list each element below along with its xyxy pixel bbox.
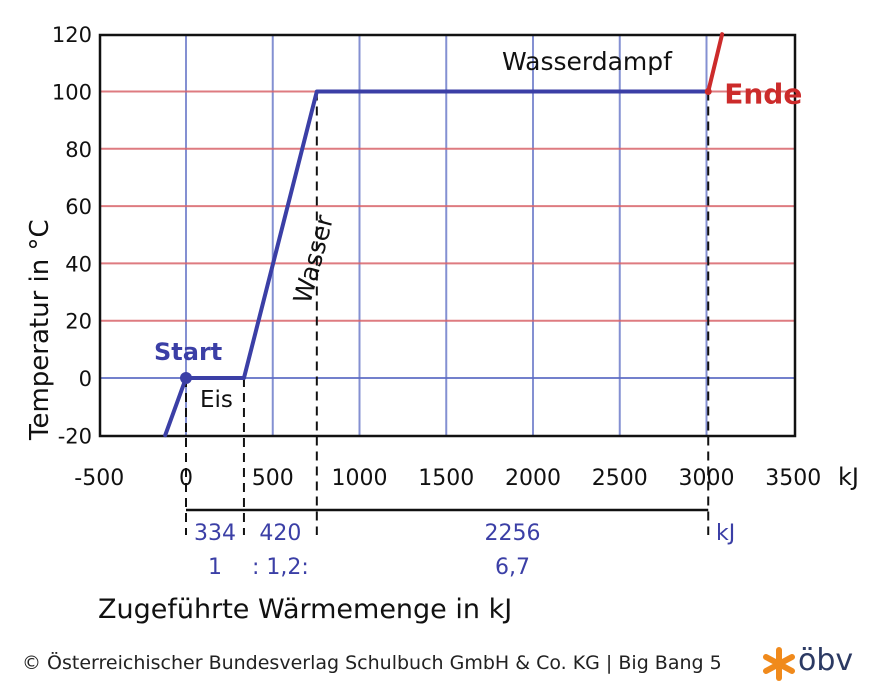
x-axis-unit: kJ <box>838 463 859 491</box>
segment-ratio: 6,7 <box>495 555 530 580</box>
x-tick-label: 3500 <box>765 466 821 491</box>
logo-text: öbv <box>798 643 854 678</box>
y-axis-label: Temperatur in °C <box>25 219 55 441</box>
x-axis-label: Zugeführte Wärmemenge in kJ <box>98 594 512 625</box>
segment-energy: 334 <box>194 521 236 546</box>
phase-label-steam: Wasserdampf <box>502 47 673 76</box>
x-tick-label: 0 <box>179 466 193 491</box>
segment-ratio: : 1,2: <box>252 555 309 580</box>
marker-point <box>704 88 712 95</box>
x-tick-label: 2000 <box>505 466 561 491</box>
x-tick-label: 3000 <box>679 466 735 491</box>
marker-point <box>180 372 192 384</box>
y-tick-label: 40 <box>65 252 92 276</box>
y-tick-label: 100 <box>52 81 92 105</box>
x-tick-label: -500 <box>74 466 124 491</box>
x-tick-labels: -500 0 500 1000 1500 2000 2500 3000 3500 <box>74 466 821 491</box>
x-tick-label: 500 <box>252 466 294 491</box>
series <box>163 32 725 438</box>
segment-energy: 2256 <box>485 521 541 546</box>
chart: Start Ende -20 0 20 40 60 80 100 120 -500 0 500 100… <box>25 23 859 625</box>
y-tick-label: 120 <box>52 23 92 47</box>
markers: Start Ende <box>154 78 802 384</box>
marker-label: Ende <box>724 78 802 111</box>
y-tick-label: 0 <box>79 367 92 391</box>
y-tick-labels: -20 0 20 40 60 80 100 120 <box>52 23 92 448</box>
phase-labels: Eis Wasser Wasserdampf <box>200 47 673 413</box>
marker-label: Start <box>154 338 222 366</box>
plot-frame <box>98 33 797 438</box>
x-tick-label: 1000 <box>332 466 388 491</box>
x-tick-label: 1500 <box>418 466 474 491</box>
series-line-1 <box>706 32 725 94</box>
phase-label-water: Wasser <box>288 211 340 306</box>
segment-ratio: 1 <box>208 555 222 580</box>
segment-unit: kJ <box>716 521 735 546</box>
segment-energy: 420 <box>259 521 301 546</box>
y-tick-label: 20 <box>65 310 92 334</box>
phase-label-ice: Eis <box>200 387 233 413</box>
segment-annotations: 334 1 420 : 1,2: 2256 6,7 kJ <box>186 508 735 580</box>
x-tick-label: 2500 <box>592 466 648 491</box>
series-line-0 <box>163 89 711 438</box>
copyright-notice: © Österreichischer Bundesverlag Schulbuc… <box>22 652 722 674</box>
y-tick-label: -20 <box>58 424 92 448</box>
publisher-logo: öbv <box>762 643 872 683</box>
y-tick-label: 60 <box>65 195 92 219</box>
dashed-guides <box>185 91 710 535</box>
y-tick-label: 80 <box>65 138 92 162</box>
grid <box>100 35 795 436</box>
star-icon <box>763 647 795 681</box>
